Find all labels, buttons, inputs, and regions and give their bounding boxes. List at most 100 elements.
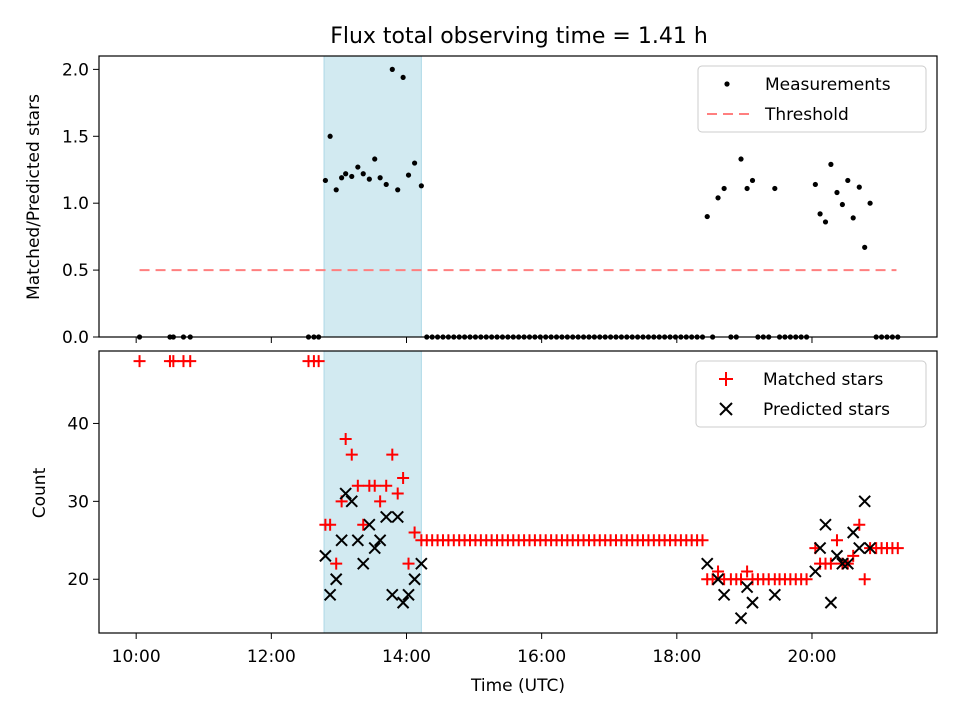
predicted-star-marker	[408, 573, 421, 586]
measurement-point	[412, 160, 418, 166]
ratio-legend-box	[697, 65, 927, 133]
predicted-star-marker	[711, 573, 725, 586]
measurement-point	[704, 213, 710, 220]
ratio-y-tick-label: 1.0	[62, 194, 89, 214]
matched-star-marker	[330, 557, 343, 570]
predicted-star-marker	[402, 588, 415, 602]
ratio-y-tick-label: 1.5	[62, 127, 89, 147]
measurement-point	[828, 161, 834, 167]
count-highlight-span	[323, 350, 422, 634]
matched-star-marker	[312, 355, 325, 368]
predicted-star-marker	[368, 541, 381, 555]
measurement-point	[856, 184, 862, 190]
predicted-star-marker	[824, 596, 838, 609]
measurement-point	[715, 195, 721, 201]
count-x-tick-label: 16:00	[517, 647, 566, 667]
measurement-point	[822, 219, 829, 225]
count-y-axis-label: Count	[30, 467, 50, 518]
matched-star-marker	[696, 534, 709, 547]
matched-star-marker	[735, 573, 748, 586]
predicted-star-marker	[345, 495, 358, 508]
predicted-legend-label: Predicted stars	[763, 400, 890, 420]
matched-star-marker	[167, 355, 180, 368]
measurement-point	[389, 66, 395, 72]
matched-star-marker	[345, 448, 358, 461]
matched-star-marker	[339, 433, 352, 446]
matched-star-marker	[853, 518, 866, 531]
matched-star-marker	[133, 355, 146, 368]
predicted-star-marker	[819, 518, 832, 531]
count-y-tick-label: 40	[67, 414, 89, 434]
matched-star-marker	[397, 471, 410, 484]
measurement-point	[834, 189, 840, 196]
measurement-point	[349, 173, 355, 180]
measurement-point	[772, 185, 778, 192]
predicted-star-marker	[323, 588, 337, 602]
measurement-point	[333, 187, 339, 193]
predicted-star-marker	[813, 541, 827, 555]
predicted-star-marker	[380, 510, 393, 524]
measurement-point	[366, 176, 372, 182]
predicted-star-marker	[373, 534, 387, 547]
measurement-point	[812, 181, 818, 188]
ratio-legend: Measurements Threshold	[697, 65, 927, 133]
x-axis-label: Time (UTC)	[470, 676, 565, 696]
matched-star-marker	[741, 565, 754, 578]
measurement-point	[817, 211, 823, 217]
count-legend-box	[695, 360, 927, 428]
predicted-star-marker	[319, 549, 332, 563]
measurement-point	[383, 181, 389, 188]
ratio-y-tick-label: 0.5	[62, 261, 89, 281]
matched-legend-marker	[719, 372, 733, 386]
ratio-y-tick-label: 2.0	[62, 60, 89, 80]
predicted-star-marker	[836, 557, 849, 570]
matched-star-marker	[184, 355, 197, 368]
predicted-star-marker	[768, 588, 782, 602]
predicted-star-marker	[809, 565, 822, 578]
predicted-star-marker	[846, 526, 860, 539]
matched-star-marker	[374, 495, 387, 508]
matched-star-marker	[402, 557, 415, 570]
count-x-tick-label: 20:00	[787, 647, 836, 667]
measurement-points	[136, 66, 901, 340]
predicted-legend-marker	[719, 402, 733, 416]
ratio-y-axis-label: Matched/Predicted stars	[24, 94, 44, 300]
matched-star-markers	[133, 355, 904, 586]
ratio-highlight-span	[323, 55, 422, 338]
measurement-point	[327, 133, 333, 139]
count-panel: 20 30 40 10:00 12:00 14:00 16:00 18:00 20:00 Co…	[30, 350, 938, 696]
measurement-point	[845, 177, 851, 184]
measurement-point	[749, 177, 756, 184]
matched-star-marker	[891, 542, 904, 555]
measurement-point	[355, 164, 361, 170]
measurement-point	[395, 187, 401, 193]
measurement-point	[377, 175, 383, 181]
measurement-point	[339, 175, 345, 181]
measurement-point	[862, 244, 868, 250]
predicted-star-marker	[396, 596, 410, 609]
measurements-legend-marker	[724, 81, 730, 87]
measurement-point	[850, 215, 856, 221]
matched-star-marker	[824, 557, 837, 570]
measurement-point	[744, 185, 750, 192]
predicted-star-marker	[351, 534, 365, 547]
measurement-point	[405, 172, 412, 178]
measurement-point	[343, 171, 349, 177]
matched-star-marker	[391, 487, 404, 500]
predicted-star-marker	[746, 596, 759, 609]
count-y-ticks: 20 30 40	[67, 414, 99, 590]
measurement-point	[867, 200, 873, 206]
chart-title: Flux total observing time = 1.41 h	[330, 24, 708, 49]
predicted-star-marker	[339, 487, 352, 500]
matched-star-marker	[408, 526, 421, 539]
predicted-star-markers	[319, 487, 877, 625]
matched-star-marker	[380, 479, 393, 492]
measurement-point	[721, 185, 727, 192]
measurements-legend-label: Measurements	[765, 75, 891, 95]
measurement-point	[839, 201, 845, 208]
predicted-star-marker	[357, 557, 370, 570]
matched-star-marker	[847, 549, 860, 562]
count-y-tick-label: 20	[67, 570, 89, 590]
matched-star-marker	[351, 479, 364, 492]
